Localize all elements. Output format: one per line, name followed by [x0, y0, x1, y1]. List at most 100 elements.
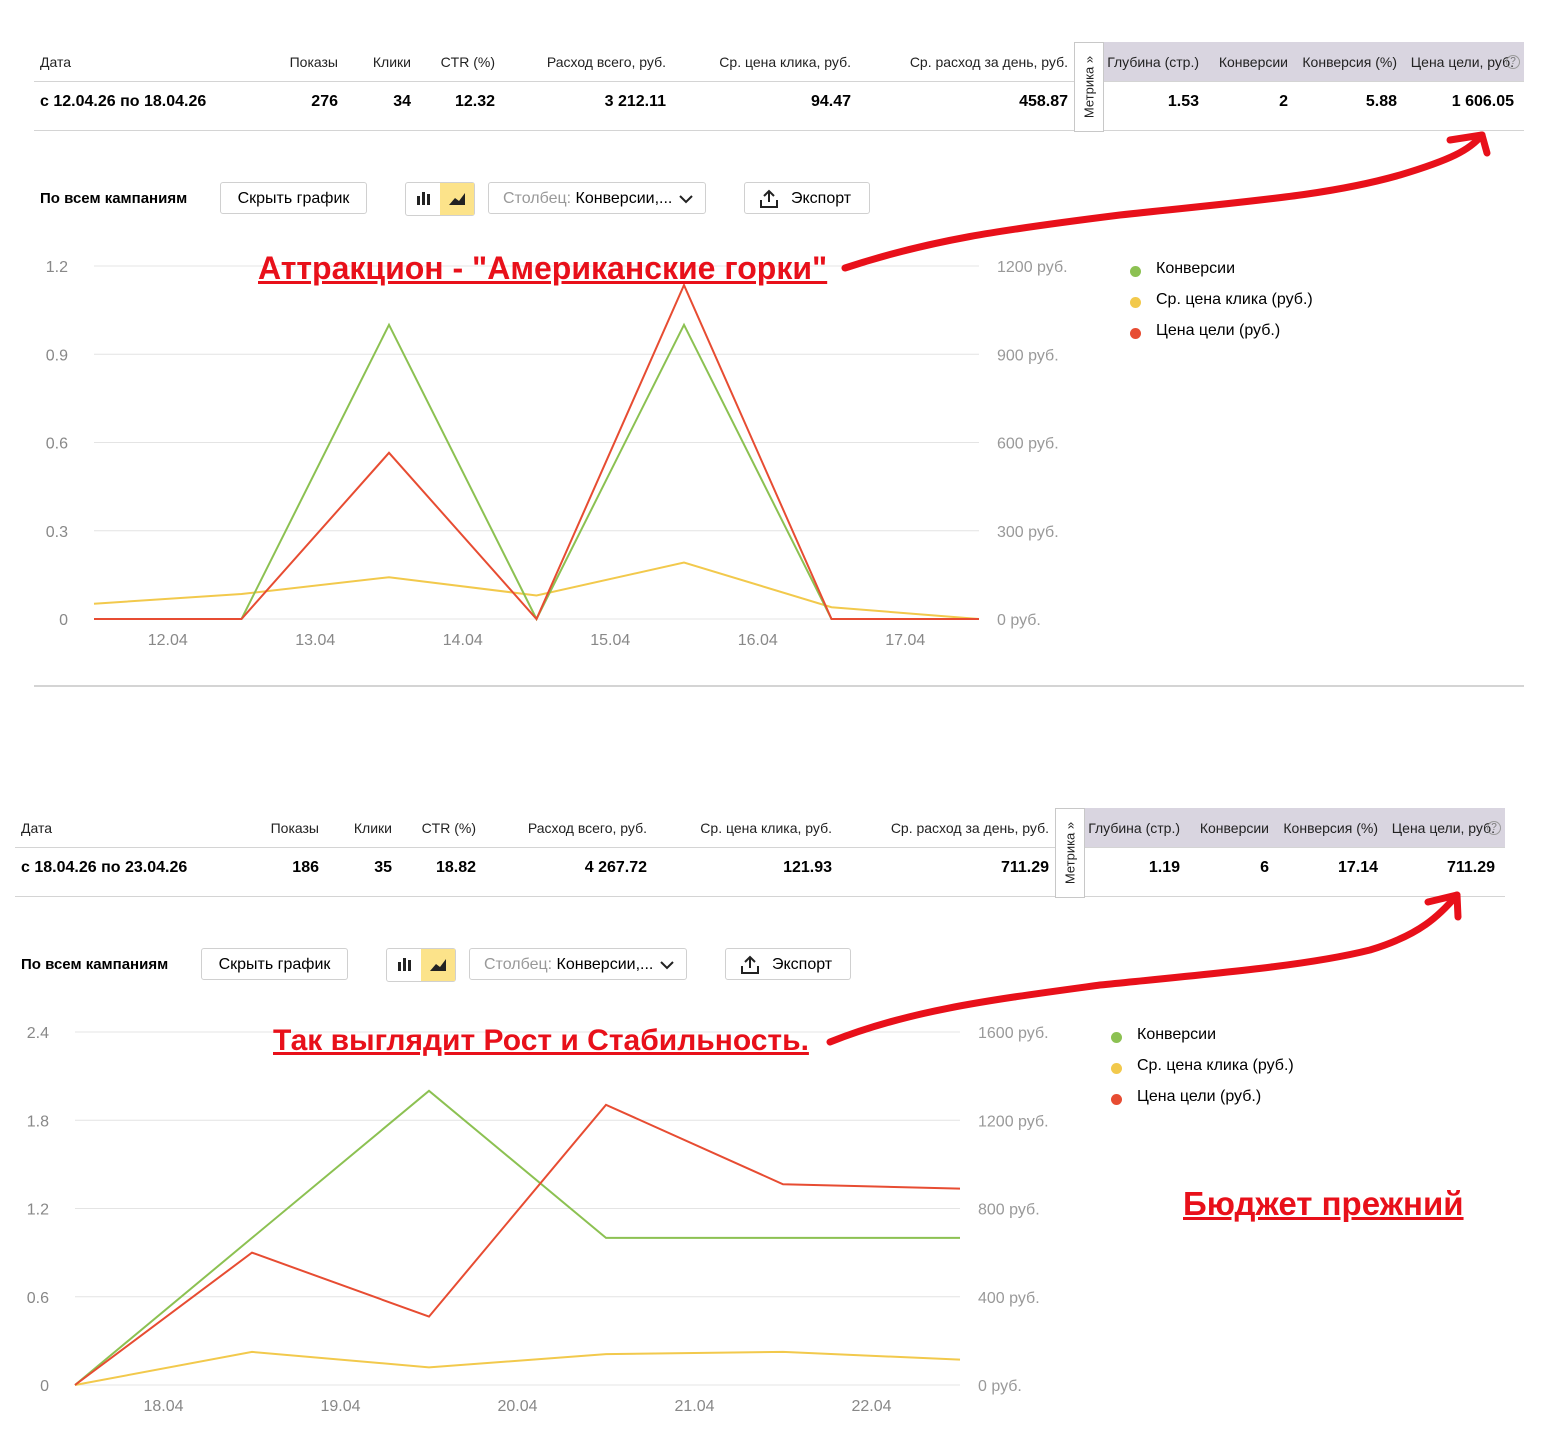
value-cpc: 94.47: [810, 93, 851, 110]
export-button[interactable]: Экспорт: [725, 948, 851, 980]
legend-dot: [1130, 266, 1141, 277]
left-axis-tick: 0.9: [46, 347, 68, 364]
value-conv_rate: 17.14: [1337, 859, 1378, 876]
series-line-2: [74, 1103, 961, 1386]
header-conv_rate[interactable]: Конверсия (%): [1302, 54, 1397, 70]
x-axis-tick: 18.04: [143, 1398, 183, 1415]
header-shows[interactable]: Показы: [289, 54, 338, 70]
header-conv[interactable]: Конверсии: [1218, 54, 1288, 70]
left-axis-tick: 1.8: [27, 1113, 49, 1130]
left-axis-tick: 0: [40, 1378, 49, 1395]
bar-chart-icon: [398, 958, 411, 971]
value-shows: 276: [311, 93, 338, 110]
value-conv_rate: 5.88: [1365, 93, 1397, 110]
x-axis-tick: 15.04: [590, 632, 630, 649]
x-axis-tick: 13.04: [295, 632, 335, 649]
bar-chart-button[interactable]: [406, 183, 440, 215]
area-chart-icon: [430, 959, 446, 971]
column-select-prefix: Столбец:: [503, 190, 572, 207]
panel-divider: [34, 685, 1524, 687]
help-icon[interactable]: ?: [1487, 821, 1501, 835]
stats-panel-1: Дата с 12.04.26 по 18.04.26 Показы 276 Клики…: [34, 0, 1544, 680]
stats-panel-2: Дата с 18.04.26 по 23.04.26 Показы 186 Клики…: [15, 766, 1525, 1446]
column-select-value: Конверсии,...: [571, 190, 673, 207]
left-axis-tick: 1.2: [46, 259, 68, 276]
header-ctr[interactable]: CTR (%): [440, 54, 495, 70]
bar-chart-button[interactable]: [387, 949, 421, 981]
value-spend: 4 267.72: [584, 859, 647, 876]
right-axis-tick: 1600 руб.: [978, 1025, 1049, 1042]
header-shows[interactable]: Показы: [270, 820, 319, 836]
header-goal_price[interactable]: Цена цели, руб.: [1410, 54, 1514, 70]
left-axis-tick: 0: [59, 612, 68, 629]
header-goal_price[interactable]: Цена цели, руб.: [1391, 820, 1495, 836]
x-axis-tick: 19.04: [320, 1398, 360, 1415]
header-depth[interactable]: Глубина (стр.): [1107, 54, 1199, 70]
header-clicks[interactable]: Клики: [353, 820, 392, 836]
legend-label: Ср. цена клика (руб.): [1137, 1057, 1294, 1074]
annotation-growth-stability: Так выглядит Рост и Стабильность.: [273, 1024, 809, 1057]
right-axis-tick: 800 руб.: [978, 1202, 1040, 1219]
right-axis-tick: 1200 руб.: [978, 1113, 1049, 1130]
area-chart-button[interactable]: [421, 949, 455, 981]
value-depth: 1.19: [1148, 859, 1180, 876]
header-conv[interactable]: Конверсии: [1199, 820, 1269, 836]
header-date[interactable]: Дата: [40, 54, 72, 70]
area-chart-button[interactable]: [440, 183, 474, 215]
area-chart-icon: [449, 193, 465, 205]
value-clicks: 34: [393, 93, 411, 110]
header-daily[interactable]: Ср. расход за день, руб.: [909, 54, 1068, 70]
chevron-down-icon: [679, 195, 693, 204]
left-axis-tick: 1.2: [27, 1202, 49, 1219]
x-axis-tick: 22.04: [851, 1398, 891, 1415]
column-select[interactable]: Столбец: Конверсии,...: [469, 948, 687, 980]
header-date[interactable]: Дата: [21, 820, 53, 836]
legend-dot: [1111, 1063, 1122, 1074]
value-shows: 186: [292, 859, 319, 876]
legend-dot: [1130, 328, 1141, 339]
annotation-budget-same: Бюджет прежний: [1183, 1185, 1464, 1222]
header-spend[interactable]: Расход всего, руб.: [546, 54, 666, 70]
chart-type-toggle[interactable]: [386, 948, 456, 982]
export-button[interactable]: Экспорт: [744, 182, 870, 214]
series-line-0: [74, 1089, 960, 1386]
header-daily[interactable]: Ср. расход за день, руб.: [890, 820, 1049, 836]
metrika-tab[interactable]: Метрика »: [1055, 808, 1085, 898]
header-clicks[interactable]: Клики: [372, 54, 411, 70]
header-depth[interactable]: Глубина (стр.): [1088, 820, 1180, 836]
value-cpc: 121.93: [783, 859, 832, 876]
header-cpc[interactable]: Ср. цена клика, руб.: [719, 54, 851, 70]
series-line-1: [93, 561, 980, 620]
value-spend: 3 212.11: [604, 93, 666, 110]
legend-label: Конверсии: [1156, 260, 1236, 277]
metrika-tab[interactable]: Метрика »: [1074, 42, 1104, 132]
legend-label: Ср. цена клика (руб.): [1156, 291, 1313, 308]
x-axis-tick: 17.04: [885, 632, 925, 649]
value-daily: 458.87: [1019, 93, 1068, 110]
right-axis-tick: 300 руб.: [997, 524, 1059, 541]
legend-dot: [1111, 1094, 1122, 1105]
value-date: с 18.04.26 по 23.04.26: [21, 859, 188, 876]
export-label: Экспорт: [772, 956, 833, 973]
right-axis-tick: 0 руб.: [997, 612, 1041, 629]
header-conv_rate[interactable]: Конверсия (%): [1283, 820, 1378, 836]
legend-label: Конверсии: [1137, 1026, 1217, 1043]
header-cpc[interactable]: Ср. цена клика, руб.: [700, 820, 832, 836]
column-select-value: Конверсии,...: [552, 956, 654, 973]
export-label: Экспорт: [791, 190, 852, 207]
column-select[interactable]: Столбец: Конверсии,...: [488, 182, 706, 214]
header-ctr[interactable]: CTR (%): [421, 820, 476, 836]
chart-type-toggle[interactable]: [405, 182, 475, 216]
hide-chart-button[interactable]: Скрыть график: [201, 948, 348, 980]
left-axis-tick: 0.3: [46, 524, 68, 541]
hide-chart-button[interactable]: Скрыть график: [220, 182, 367, 214]
table-header-rule: [15, 847, 1505, 848]
summary-table: Дата с 12.04.26 по 18.04.26 Показы 276 Клики…: [34, 0, 1524, 132]
value-conv: 6: [1260, 859, 1269, 876]
line-chart: 2.4 1600 руб. 1.8 1200 руб. 1.2 800 руб. 0.6 40…: [27, 1025, 1049, 1415]
value-ctr: 12.32: [454, 93, 495, 110]
help-icon[interactable]: ?: [1506, 55, 1520, 69]
right-axis-tick: 600 руб.: [997, 436, 1059, 453]
header-spend[interactable]: Расход всего, руб.: [527, 820, 647, 836]
